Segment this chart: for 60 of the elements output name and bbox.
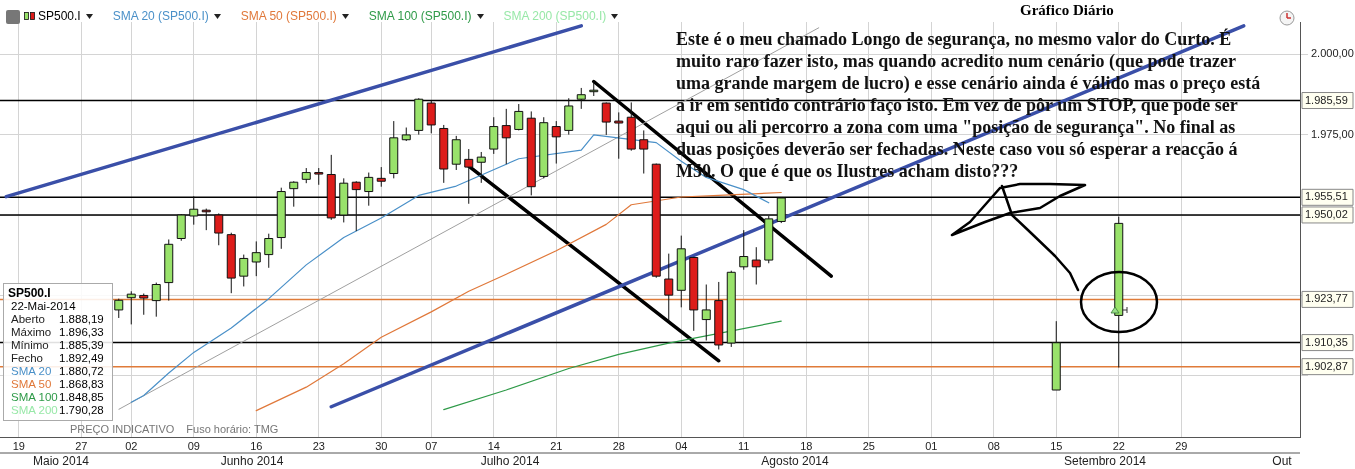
text: Setembro 2014 xyxy=(1063,454,1147,469)
annotation: Máximo xyxy=(11,326,53,339)
annotation: 1.888,19 xyxy=(59,313,104,326)
annotation: 22-Mai-2014 xyxy=(10,300,77,313)
x-tick-label: 02 xyxy=(125,439,138,452)
annotation: 1.790,28 xyxy=(59,404,104,417)
x-tick-label: 29 xyxy=(1175,439,1188,452)
x-tick-label: 23 xyxy=(312,439,325,452)
annotation: Aberto xyxy=(11,313,46,326)
x-tick-label: 09 xyxy=(187,439,200,452)
x-tick-label: 15 xyxy=(1050,439,1063,452)
text: Maio 2014 xyxy=(32,454,90,469)
ref-line-label: 1.985,59 xyxy=(1305,93,1348,106)
annotation: Fecho xyxy=(11,352,44,365)
x-tick-label: 27 xyxy=(75,439,88,452)
annotation: 1.848,85 xyxy=(59,391,104,404)
annotation: 1.896,33 xyxy=(59,326,104,339)
text: SMA 20 (SP500.I) xyxy=(112,9,209,23)
x-tick-label: 30 xyxy=(375,439,388,452)
annotation: 1.885,39 xyxy=(59,339,104,352)
ref-line-label: 1.902,87 xyxy=(1305,359,1348,372)
x-tick-label: 25 xyxy=(862,439,875,452)
annotation: SMA 100 xyxy=(11,391,59,404)
x-tick-label: 19 xyxy=(12,439,25,452)
annotation: Mínimo xyxy=(11,339,50,352)
ref-line-label: 1.955,51 xyxy=(1305,190,1348,203)
x-tick-label: 11 xyxy=(738,439,750,452)
annotation: SMA 200 (SP500.I) xyxy=(503,9,607,23)
text: SMA 50 (SP500.I) xyxy=(240,9,337,23)
ref-line-label: 1.923,77 xyxy=(1305,292,1348,305)
annotation: Fuso horário: TMG xyxy=(186,423,279,435)
ref-line-label: 1.950,02 xyxy=(1305,207,1348,220)
y-tick-label: 1.975,00 xyxy=(1311,127,1354,140)
annotation: 1.892,49 xyxy=(59,352,104,365)
y-tick-label: 2.000,00 xyxy=(1311,47,1354,60)
x-tick-label: 22 xyxy=(1112,439,1125,452)
x-tick-label: 07 xyxy=(425,439,438,452)
annotation: SP500.I xyxy=(8,286,52,300)
chart-title: Gráfico Diário xyxy=(1020,2,1114,19)
text: Agosto 2014 xyxy=(761,454,830,469)
legend-label: SP500.I xyxy=(38,9,81,23)
x-tick-label: 14 xyxy=(487,439,500,452)
text: Out xyxy=(1272,454,1293,469)
x-tick-label: 21 xyxy=(550,439,563,452)
text: Julho 2014 xyxy=(480,454,540,469)
text: SMA 100 (SP500.I) xyxy=(368,9,472,23)
x-tick-label: 16 xyxy=(250,439,263,452)
annotation: SMA 200 xyxy=(11,404,59,417)
x-tick-label: 08 xyxy=(987,439,1000,452)
annotation: 1.880,72 xyxy=(59,365,104,378)
x-tick-label: 28 xyxy=(612,439,625,452)
annotation: SMA 20 xyxy=(11,365,53,378)
text: Junho 2014 xyxy=(220,454,284,469)
annotation: SMA 50 xyxy=(11,378,53,391)
x-tick-label: 01 xyxy=(925,439,938,452)
x-tick-label: 18 xyxy=(800,439,813,452)
x-tick-label: 04 xyxy=(675,439,688,452)
ref-line-label: 1.910,35 xyxy=(1305,335,1348,348)
annotation: 1.868,83 xyxy=(59,378,104,391)
annotation: PREÇO INDICATIVO xyxy=(70,423,175,435)
